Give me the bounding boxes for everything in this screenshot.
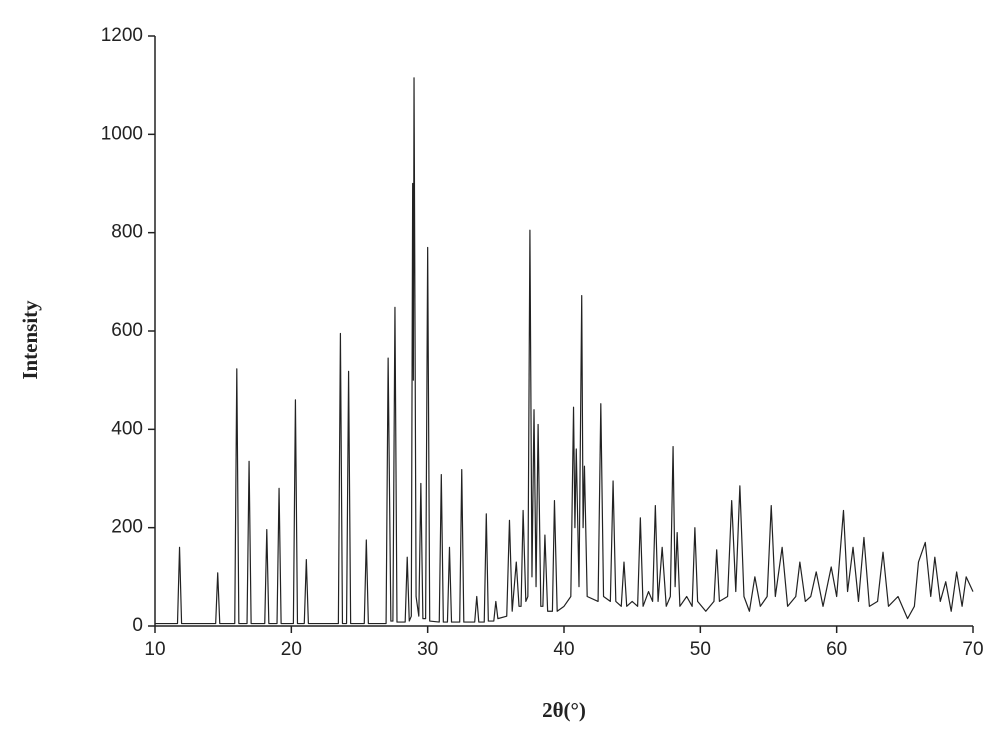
y-tick-label: 0 (132, 615, 143, 636)
x-tick-label: 50 (690, 639, 711, 660)
x-tick-label: 20 (281, 639, 302, 660)
y-axis-title: Intensity (18, 300, 42, 380)
x-tick-label: 30 (417, 639, 438, 660)
x-tick-label: 60 (826, 639, 847, 660)
y-tick-label: 600 (111, 320, 143, 341)
x-tick-label: 70 (962, 639, 983, 660)
y-tick-label: 1200 (101, 25, 143, 46)
y-tick-label: 1000 (101, 123, 143, 144)
x-axis-title: 2θ(°) (542, 698, 586, 722)
x-tick-label: 10 (144, 639, 165, 660)
y-tick-label: 400 (111, 418, 143, 439)
pattern-line (155, 77, 974, 625)
x-tick-label: 40 (553, 639, 574, 660)
y-tick-label: 200 (111, 517, 143, 538)
y-tick-label: 800 (111, 222, 143, 243)
